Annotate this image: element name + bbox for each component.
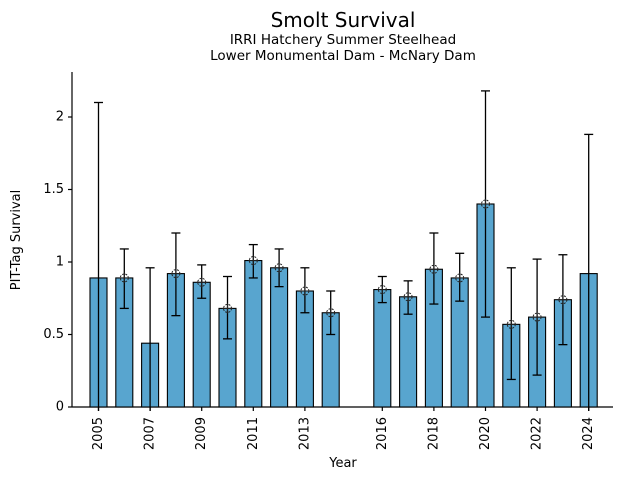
- y-axis-label: PIT-Tag Survival: [9, 190, 24, 290]
- bar-2011: [244, 259, 263, 408]
- chart-subtitle-line1: IRRI Hatchery Summer Steelhead: [230, 32, 456, 48]
- x-tick-label: 2009: [194, 417, 209, 450]
- x-axis-label: Year: [328, 456, 357, 471]
- x-tick-label: 2011: [246, 417, 261, 450]
- x-tick-label: 2005: [91, 417, 106, 450]
- plot-area: 0 0.5 1 1.5 2 2005 2007 2009 2011 2013 2016 2018 202…: [43, 72, 613, 450]
- x-tick-label: 2020: [478, 417, 493, 450]
- x-tick-label: 2016: [375, 417, 390, 450]
- y-tick-label: 0.5: [43, 327, 64, 342]
- x-tick-label: 2022: [530, 417, 545, 450]
- bar-2012: [270, 267, 289, 408]
- x-tick-label: 2013: [297, 417, 312, 450]
- x-tick-label: 2024: [581, 417, 596, 450]
- y-tick-label: 1: [56, 255, 64, 270]
- x-tick-label: 2018: [426, 417, 441, 450]
- x-tick-label: 2007: [143, 417, 158, 450]
- bar-2016: [373, 288, 392, 408]
- chart-subtitle-line2: Lower Monumental Dam - McNary Dam: [210, 48, 476, 64]
- y-tick-label: 2: [56, 110, 64, 125]
- y-tick-label: 0: [56, 400, 64, 415]
- y-tick-label: 1.5: [43, 182, 64, 197]
- chart-title: Smolt Survival: [271, 8, 416, 32]
- bar-2009: [192, 281, 211, 408]
